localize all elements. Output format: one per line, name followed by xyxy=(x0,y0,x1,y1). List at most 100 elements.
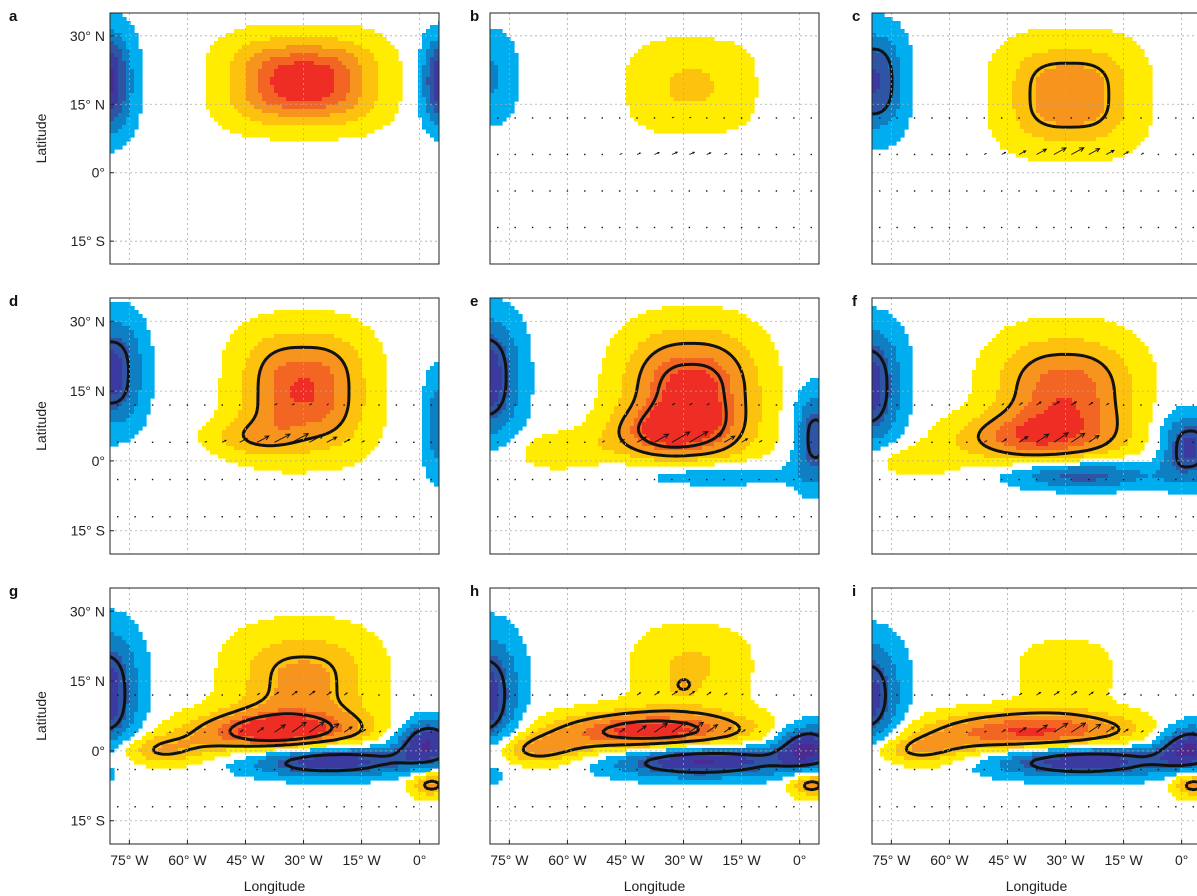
field-cell xyxy=(1128,129,1133,134)
field-cell xyxy=(900,113,905,118)
field-cell xyxy=(1068,33,1073,38)
field-cell xyxy=(1016,133,1021,138)
field-cell xyxy=(502,85,507,90)
wind-vector xyxy=(740,226,743,229)
field-cell xyxy=(678,41,683,46)
field-cell xyxy=(110,69,115,74)
field-cell xyxy=(326,346,331,351)
field-cell xyxy=(378,342,383,347)
field-cell xyxy=(1088,141,1093,146)
field-cell xyxy=(346,33,351,38)
field-cell xyxy=(390,53,395,58)
field-cell xyxy=(118,101,123,106)
field-cell xyxy=(1084,41,1089,46)
field-cell xyxy=(1128,93,1133,98)
field-cell xyxy=(996,49,1001,54)
field-cell xyxy=(302,61,307,66)
field-cell xyxy=(510,93,515,98)
field-cell xyxy=(338,350,343,355)
field-cell xyxy=(358,342,363,347)
field-cell xyxy=(714,61,719,66)
field-cell xyxy=(1056,121,1061,126)
field-cell xyxy=(1060,53,1065,58)
field-cell xyxy=(138,350,143,355)
field-cell xyxy=(1108,89,1113,94)
field-cell xyxy=(1100,153,1105,158)
field-cell xyxy=(290,49,295,54)
wind-vector xyxy=(1140,117,1142,119)
field-cell xyxy=(250,117,255,122)
field-cell xyxy=(290,113,295,118)
field-cell xyxy=(1056,93,1061,98)
field-cell xyxy=(742,105,747,110)
field-cell xyxy=(1036,49,1041,54)
y-tick-label: 15° S xyxy=(71,233,105,249)
field-cell xyxy=(896,33,901,38)
field-cell xyxy=(872,97,877,102)
field-cell xyxy=(1028,121,1033,126)
field-cell xyxy=(330,61,335,66)
field-cell xyxy=(110,334,115,339)
field-cell xyxy=(670,69,675,74)
field-cell xyxy=(330,133,335,138)
field-cell xyxy=(118,330,123,335)
field-cell xyxy=(718,57,723,62)
field-cell xyxy=(346,97,351,102)
field-cell xyxy=(1040,129,1045,134)
field-cell xyxy=(338,81,343,86)
field-cell xyxy=(1112,69,1117,74)
field-cell xyxy=(992,105,997,110)
field-cell xyxy=(1108,45,1113,50)
field-cell xyxy=(306,137,311,142)
field-cell xyxy=(254,330,259,335)
field-cell xyxy=(222,73,227,78)
field-cell xyxy=(718,97,723,102)
field-cell xyxy=(282,81,287,86)
field-cell xyxy=(1096,69,1101,74)
field-cell xyxy=(242,61,247,66)
field-cell xyxy=(330,49,335,54)
field-cell xyxy=(114,121,119,126)
field-cell xyxy=(354,37,359,42)
field-cell xyxy=(1048,73,1053,78)
field-cell xyxy=(370,334,375,339)
field-cell xyxy=(130,29,135,34)
field-cell xyxy=(1012,133,1017,138)
field-cell xyxy=(710,89,715,94)
field-cell xyxy=(1072,93,1077,98)
field-cell xyxy=(230,105,235,110)
field-cell xyxy=(310,330,315,335)
field-cell xyxy=(710,77,715,82)
field-cell xyxy=(718,117,723,122)
field-cell xyxy=(354,41,359,46)
field-cell xyxy=(690,37,695,42)
field-cell xyxy=(908,81,913,86)
field-cell xyxy=(1076,97,1081,102)
field-cell xyxy=(246,69,251,74)
field-cell xyxy=(710,53,715,58)
field-cell xyxy=(262,25,267,30)
wind-vector xyxy=(1122,226,1125,229)
field-cell xyxy=(286,338,291,343)
field-cell xyxy=(992,93,997,98)
field-cell xyxy=(1092,157,1097,162)
field-cell xyxy=(298,318,303,323)
field-cell xyxy=(730,89,735,94)
field-cell xyxy=(1080,49,1085,54)
field-cell xyxy=(246,113,251,118)
field-cell xyxy=(286,61,291,66)
field-cell xyxy=(422,69,427,74)
field-cell xyxy=(138,81,143,86)
field-cell xyxy=(1116,93,1121,98)
field-cell xyxy=(338,109,343,114)
field-cell xyxy=(880,29,885,34)
field-cell xyxy=(718,73,723,78)
field-cell xyxy=(250,101,255,106)
field-cell xyxy=(1028,61,1033,66)
field-cell xyxy=(110,330,115,335)
field-cell xyxy=(1060,45,1065,50)
field-cell xyxy=(750,97,755,102)
field-cell xyxy=(234,61,239,66)
field-cell xyxy=(1048,121,1053,126)
field-cell xyxy=(1016,149,1021,154)
